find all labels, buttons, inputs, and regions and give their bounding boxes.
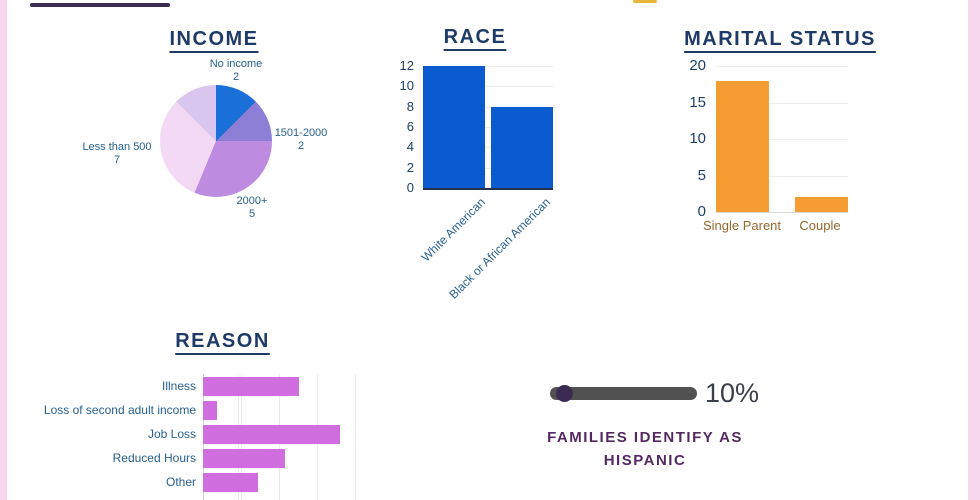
reason-category-label: Illness [161,379,196,393]
reason-category-label: Job Loss [147,427,196,441]
bar [795,197,848,212]
gridline [423,147,553,149]
pie-label-text: Less than 500 [82,141,152,153]
pie-label-no-income: No income 2 [196,58,276,84]
race-chart-title: RACE [443,26,507,48]
reason-row: Loss of second adult income [30,398,375,422]
gridline [716,139,848,140]
reason-category-label: Other [165,475,196,489]
stat-caption: FAMILIES IDENTIFY AS HISPANIC [547,429,743,470]
income-chart-title: INCOME [169,28,259,50]
marital-plot [716,66,848,213]
y-tick-label: 2 [406,159,414,175]
pie-label-1501-2000: 1501-2000 2 [270,127,332,153]
reason-row: Other [30,470,375,494]
y-tick-label: 6 [406,119,414,134]
reason-bar [203,448,286,468]
reason-bar [203,376,299,396]
race-x-label-white-american: White American [418,195,488,265]
race-plot [423,66,553,190]
reason-category-label: Loss of second adult income [43,403,196,417]
right-edge-strip [968,0,980,500]
bar [423,66,485,188]
gridline [423,86,553,88]
reason-rows: Illness Loss of second adult income Job Lo… [30,374,375,494]
y-tick-label: 15 [689,93,706,111]
marital-y-axis: 0 5 10 15 20 [676,58,706,220]
y-tick-label: 8 [406,98,414,114]
y-tick-label: 12 [399,58,414,73]
gridline [716,102,848,104]
reason-category-label: Reduced Hours [112,451,196,465]
gridline [423,167,553,169]
gridline [423,106,553,108]
bar [716,80,769,212]
y-tick-label: 10 [399,78,414,94]
marital-x-label-single-parent: Single Parent [702,218,782,233]
pie-label-value: 2 [297,140,305,152]
gridline [716,66,848,67]
reason-row: Job Loss [30,422,375,446]
pie-label-value: 7 [113,154,121,166]
pie-label-2000-plus: 2000+ 5 [222,195,282,221]
y-tick-label: 0 [697,203,706,220]
y-tick-label: 4 [406,139,414,155]
y-tick-label: 0 [406,180,414,195]
bar [491,106,553,188]
reason-row: Illness [30,374,375,398]
reason-chart-title: REASON [175,330,270,352]
gridline [423,66,553,67]
pie-label-value: 2 [232,71,240,83]
gridline [423,127,553,128]
race-y-axis: 0 2 4 6 8 10 12 [384,58,414,195]
y-tick-label: 20 [689,57,706,74]
pie-label-less-than-500: Less than 500 7 [71,141,163,167]
progress-track [550,385,697,402]
pie-label-text: 1501-2000 [274,127,328,139]
marital-status-chart-title: MARITAL STATUS [684,28,876,50]
reason-row: Reduced Hours [30,446,375,470]
stat-percent: 10% [705,378,760,408]
pie-label-text: No income [209,58,263,70]
pie-label-value: 5 [248,208,256,220]
y-tick-label: 5 [697,166,706,184]
pie-label-text: 2000+ [236,195,268,207]
top-decorative-line [30,3,170,7]
income-pie [160,85,272,197]
reason-bar [203,472,258,492]
left-edge-strip [0,0,7,500]
top-yellow-dash [633,0,657,3]
reason-bar [203,400,217,420]
race-x-label-black-or-african-american: Black or African American [446,195,553,302]
progress-knob [555,385,573,402]
y-tick-label: 10 [689,130,706,147]
reason-bar [203,424,340,444]
gridline [716,175,848,177]
marital-x-label-couple: Couple [799,218,841,233]
